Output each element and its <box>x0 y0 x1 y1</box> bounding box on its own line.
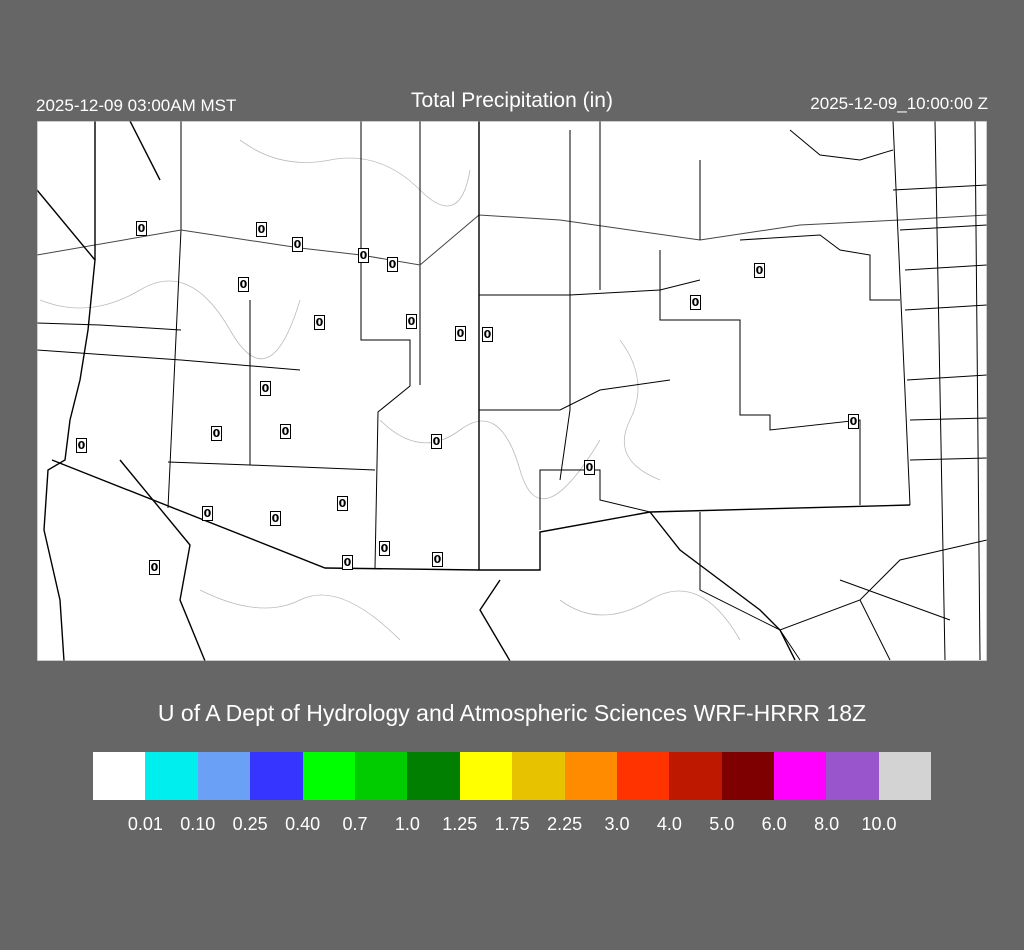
station-value: 0 <box>292 237 303 252</box>
station-value: 0 <box>358 248 369 263</box>
colorbar-swatch <box>564 752 617 800</box>
colorbar-swatch <box>669 752 722 800</box>
map-borders <box>37 121 987 661</box>
colorbar-label: 1.0 <box>394 814 420 834</box>
colorbar-swatch <box>878 752 932 800</box>
colorbar-swatch <box>512 752 565 800</box>
map-title: Total Precipitation (in) <box>411 89 613 112</box>
colorbar-label: 2.25 <box>547 814 583 834</box>
colorbar-swatch <box>93 752 146 800</box>
station-value: 0 <box>754 263 765 278</box>
station-value: 0 <box>455 326 466 341</box>
station-value: 0 <box>387 257 398 272</box>
station-value: 0 <box>482 327 493 342</box>
station-value: 0 <box>76 438 87 453</box>
colorbar-swatch <box>407 752 460 800</box>
station-value: 0 <box>238 277 249 292</box>
station-value: 0 <box>270 511 281 526</box>
colorbar-swatch <box>616 752 670 800</box>
station-value: 0 <box>584 460 595 475</box>
station-value: 0 <box>406 314 417 329</box>
credit-text: U of A Dept of Hydrology and Atmospheric… <box>157 700 867 726</box>
station-value: 0 <box>337 496 348 511</box>
station-value: 0 <box>149 560 160 575</box>
colorbar-swatch <box>302 752 355 800</box>
station-value: 0 <box>260 381 271 396</box>
valid-time-utc: 2025-12-09_10:00:00 Z <box>810 94 988 113</box>
colorbar-label: 8.0 <box>814 814 840 834</box>
colorbar-swatch <box>826 752 879 800</box>
colorbar-swatch <box>459 752 513 800</box>
colorbar-swatch <box>354 752 408 800</box>
station-value: 0 <box>431 434 442 449</box>
station-value: 0 <box>202 506 213 521</box>
valid-time-local: 2025-12-09 03:00AM MST <box>36 96 237 115</box>
colorbar-swatch <box>145 752 198 800</box>
colorbar-labels: 0.01 0.10 0.25 0.40 0.7 1.0 1.25 1.75 2.25 3.0 4.0… <box>0 814 1024 836</box>
station-value: 0 <box>342 555 353 570</box>
colorbar-label: 0.40 <box>285 814 321 834</box>
station-value: 0 <box>848 414 859 429</box>
station-value: 0 <box>379 541 390 556</box>
terrain-contours <box>39 139 741 641</box>
colorbar-label: 0.10 <box>180 814 216 834</box>
colorbar-label: 0.01 <box>127 814 163 834</box>
station-value: 0 <box>211 426 222 441</box>
colorbar-label: 1.75 <box>494 814 530 834</box>
station-value: 0 <box>314 315 325 330</box>
colorbar-label: 5.0 <box>709 814 735 834</box>
colorbar-swatch <box>197 752 251 800</box>
station-value: 0 <box>256 222 267 237</box>
county-lines <box>37 121 987 661</box>
colorbar-label: 1.25 <box>442 814 478 834</box>
colorbar-swatch <box>774 752 827 800</box>
colorbar <box>93 752 932 800</box>
station-value: 0 <box>690 295 701 310</box>
colorbar-label: 3.0 <box>604 814 630 834</box>
station-value: 0 <box>432 552 443 567</box>
state-borders <box>37 121 911 661</box>
station-value: 0 <box>280 424 291 439</box>
precipitation-map: 0 0 0 0 0 0 0 0 0 0 0 0 0 0 0 0 0 0 0 0 0 0 0 0 0 0 <box>37 121 987 661</box>
station-value: 0 <box>136 221 147 236</box>
colorbar-label: 10.0 <box>861 814 897 834</box>
colorbar-swatch <box>721 752 775 800</box>
colorbar-label: 0.7 <box>342 814 368 834</box>
colorbar-label: 6.0 <box>761 814 787 834</box>
colorbar-label: 0.25 <box>232 814 268 834</box>
colorbar-label: 4.0 <box>656 814 682 834</box>
colorbar-swatch <box>250 752 303 800</box>
